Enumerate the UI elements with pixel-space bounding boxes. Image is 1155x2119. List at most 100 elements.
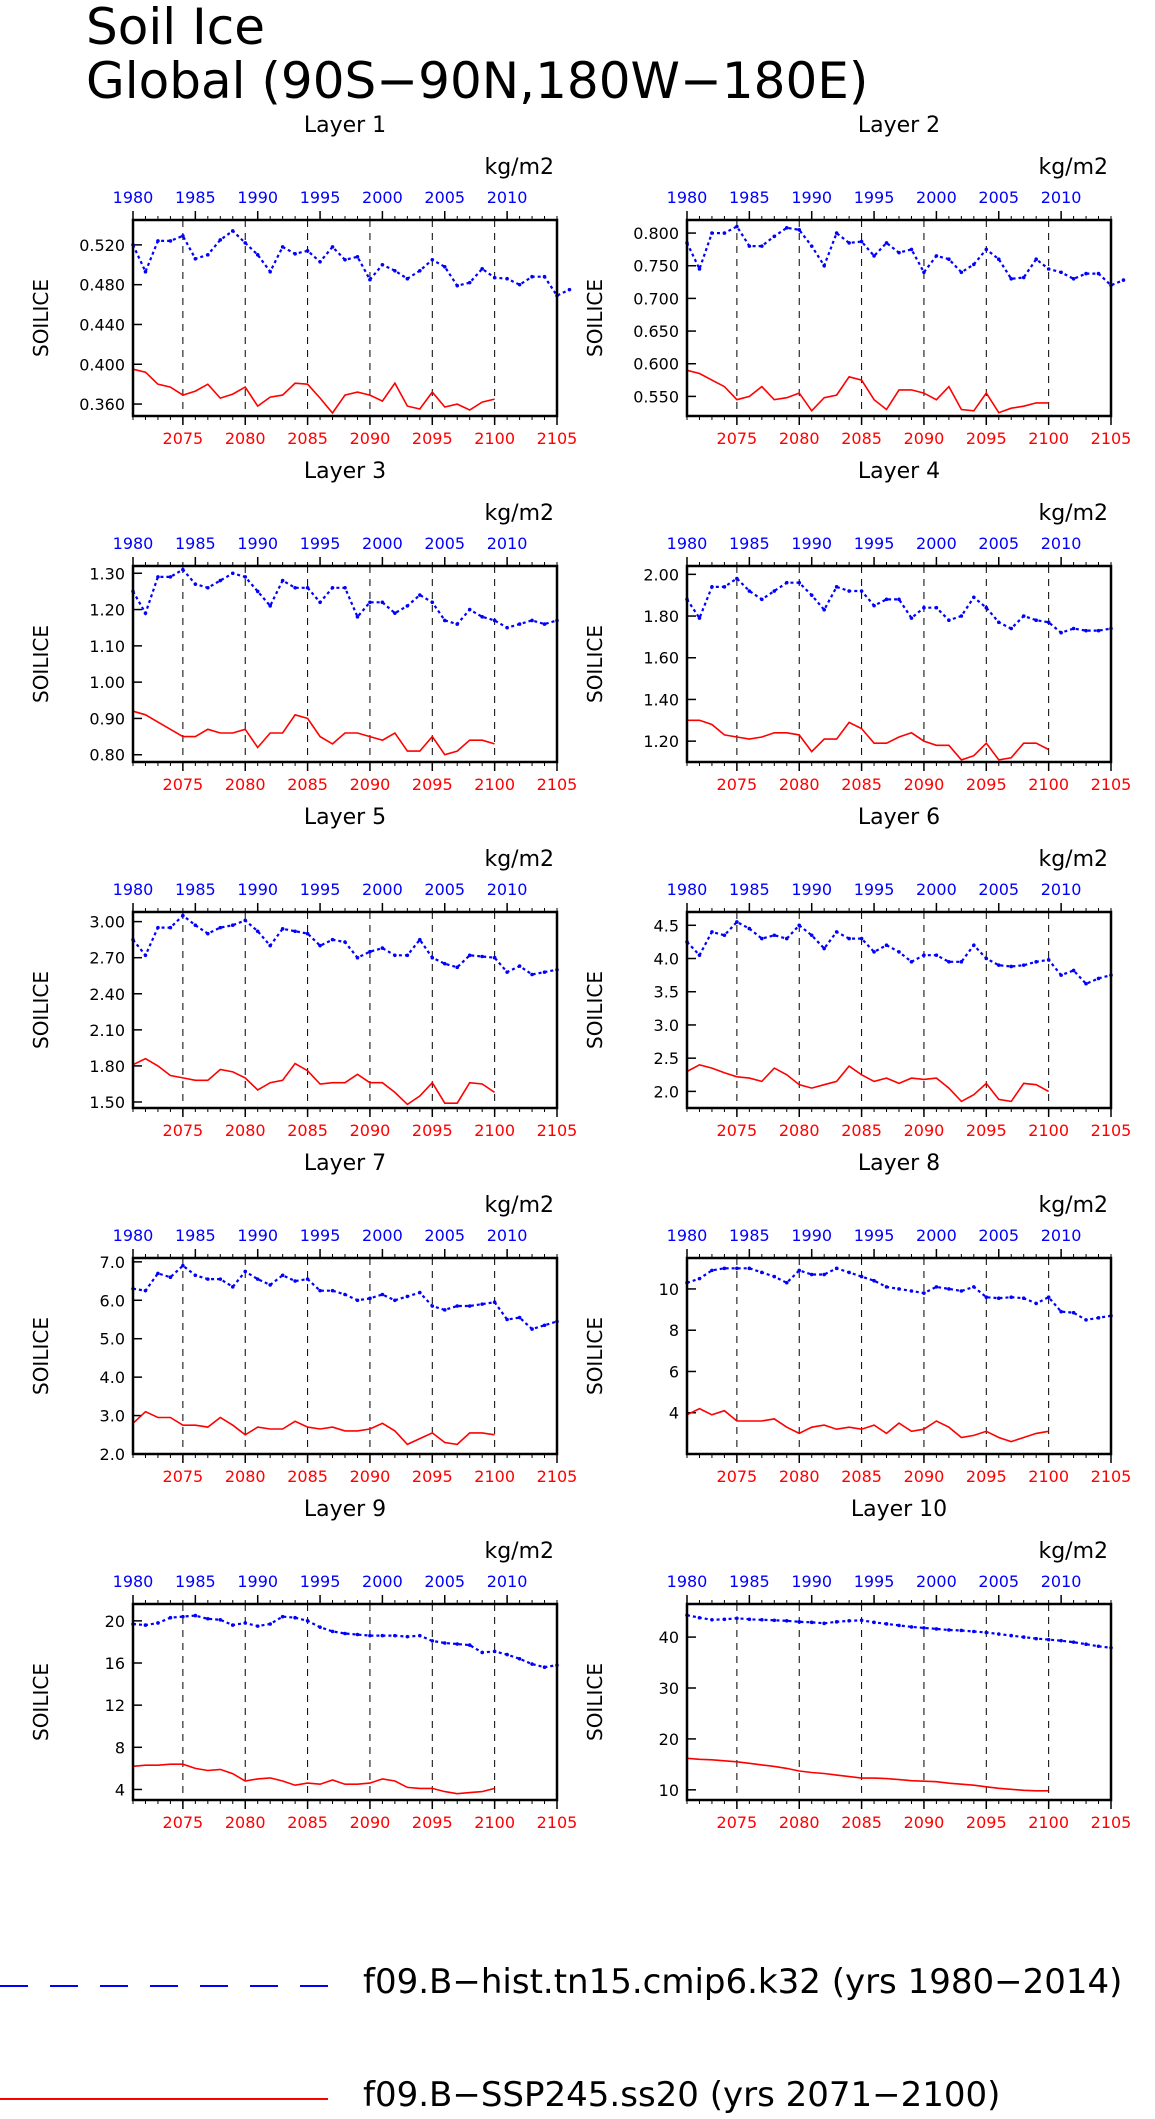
series-historical-point: [168, 239, 173, 243]
series-historical-point: [530, 618, 534, 623]
bottom-tick-label: 2105: [1091, 1813, 1132, 1832]
series-historical-point: [355, 255, 360, 259]
series-historical-point: [193, 1613, 198, 1618]
series-historical-point: [772, 234, 777, 239]
bottom-tick-label: 2090: [350, 775, 391, 794]
top-tick-label: 2005: [978, 880, 1019, 899]
series-historical-point: [984, 1630, 989, 1635]
series-historical-point: [517, 1315, 522, 1320]
series-historical-point: [959, 1289, 964, 1293]
series-historical-point: [442, 264, 447, 269]
series-historical-point: [467, 607, 472, 612]
y-tick-label: 30: [659, 1679, 679, 1698]
series-historical-point: [318, 943, 322, 948]
series-historical-point: [193, 923, 198, 928]
top-tick-label: 2000: [916, 534, 957, 553]
bottom-tick-label: 2095: [966, 775, 1007, 794]
panel-title: Layer 8: [858, 1151, 940, 1176]
series-historical-point: [143, 953, 148, 958]
series-future-line: [687, 719, 1049, 761]
y-tick-label: 16: [105, 1654, 125, 1673]
series-historical-point: [784, 226, 789, 230]
series-historical-point: [947, 1628, 951, 1632]
series-historical-point: [455, 283, 460, 288]
y-tick-label: 3.0: [654, 1016, 679, 1035]
units-label: kg/m2: [484, 501, 554, 526]
units-label: kg/m2: [484, 155, 554, 180]
series-historical-point: [897, 950, 901, 954]
units-label: kg/m2: [1038, 1193, 1108, 1218]
series-historical-point: [355, 955, 360, 960]
series-historical-point: [455, 1642, 460, 1646]
series-historical-point: [405, 604, 410, 608]
y-axis-label: SOILICE: [583, 625, 607, 703]
y-tick-label: 1.80: [643, 607, 679, 626]
series-historical-point: [1034, 960, 1038, 964]
series-historical-point: [405, 1634, 410, 1639]
series-historical-point: [984, 605, 989, 610]
series-historical-point: [834, 1620, 839, 1624]
plot-frame: [131, 910, 559, 1110]
bottom-tick-label: 2105: [1091, 1467, 1132, 1486]
series-historical-point: [710, 930, 714, 934]
series-historical-point: [380, 262, 385, 267]
series-historical-point: [984, 956, 989, 961]
series-historical-point: [542, 1665, 547, 1670]
bottom-tick-label: 2085: [287, 429, 328, 448]
series-historical-point: [393, 1633, 397, 1638]
top-tick-label: 2000: [362, 1572, 403, 1591]
top-tick-label: 1985: [729, 880, 770, 899]
series-historical-point: [505, 970, 509, 974]
series-historical-point: [909, 1625, 914, 1629]
series-historical-point: [1084, 628, 1088, 633]
plot-frame: [685, 1602, 1113, 1802]
bottom-tick-label: 2075: [163, 1121, 204, 1140]
chart-panel-4: Layer 4 kg/m2 SOILICE 1980 1985 1990 1995 2000 2…: [583, 459, 1131, 794]
series-historical-point: [280, 1614, 285, 1619]
bottom-tick-label: 2085: [841, 775, 882, 794]
bottom-tick-label: 2105: [537, 1813, 578, 1832]
bottom-tick-label: 2105: [537, 429, 578, 448]
series-historical-point: [305, 1619, 310, 1623]
series-historical-point: [760, 1617, 764, 1622]
series-historical-point: [492, 1300, 497, 1304]
series-historical-point: [1009, 626, 1014, 631]
series-historical-point: [1021, 963, 1026, 967]
series-future-line: [686, 369, 1049, 414]
series-historical-point: [143, 1623, 148, 1627]
top-tick-label: 1980: [113, 880, 154, 899]
series-historical-point: [268, 604, 272, 608]
y-tick-label: 2.00: [643, 565, 679, 584]
series-historical-point: [430, 1304, 435, 1308]
series-historical-point: [922, 953, 926, 957]
y-axis-label: SOILICE: [583, 1663, 607, 1741]
series-historical-point: [760, 936, 764, 941]
series-historical-point: [368, 1633, 372, 1638]
series-historical-point: [722, 585, 727, 589]
y-tick-label: 3.0: [100, 1407, 125, 1426]
series-historical-line: [686, 577, 1112, 634]
series-historical-point: [747, 1617, 752, 1622]
series-historical-point: [218, 1277, 223, 1281]
y-tick-label: 7.0: [100, 1253, 125, 1272]
series-historical-point: [1071, 626, 1076, 631]
series-historical-point: [1059, 1638, 1063, 1643]
series-historical-point: [1084, 981, 1088, 986]
series-historical-point: [218, 925, 223, 930]
series-historical-point: [517, 1656, 522, 1661]
y-tick-label: 1.60: [643, 649, 679, 668]
series-historical-point: [430, 1639, 435, 1643]
series-historical-line: [132, 1614, 558, 1669]
top-tick-label: 1985: [729, 1226, 770, 1245]
y-tick-label: 0.80: [89, 746, 125, 765]
y-tick-label: 2.70: [89, 949, 125, 968]
top-tick-label: 2005: [978, 1226, 1019, 1245]
bottom-tick-label: 2105: [1091, 1121, 1132, 1140]
series-historical-point: [193, 582, 198, 586]
series-historical-point: [1084, 1642, 1088, 1647]
y-axis-label: SOILICE: [583, 1317, 607, 1395]
top-tick-label: 1980: [113, 1572, 154, 1591]
series-historical-point: [455, 622, 460, 626]
series-historical-point: [168, 575, 173, 579]
